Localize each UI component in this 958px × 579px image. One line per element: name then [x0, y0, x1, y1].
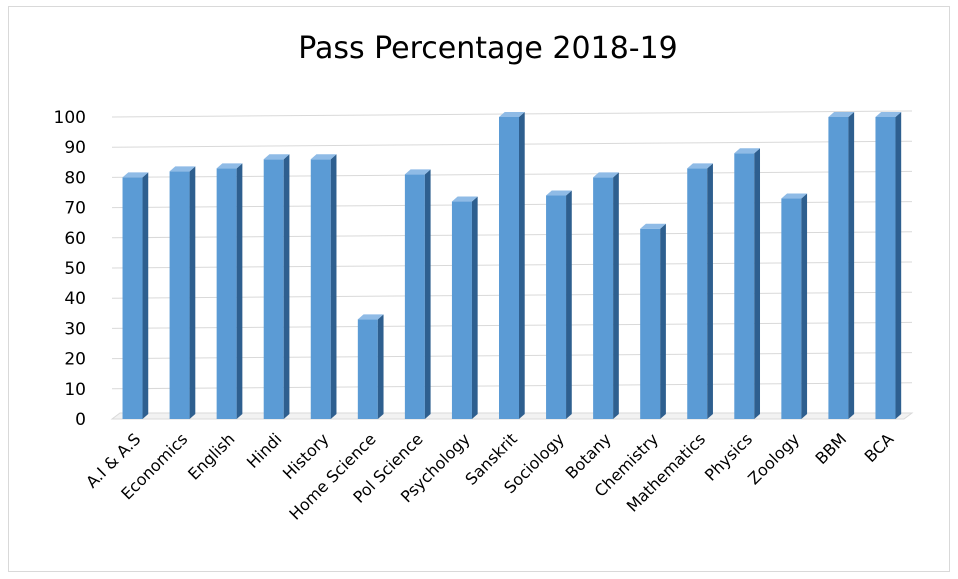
- bar-top: [875, 112, 902, 117]
- bar-top: [310, 154, 337, 160]
- y-tick-label: 10: [64, 380, 86, 400]
- bar-front: [169, 171, 190, 419]
- y-tick-label: 80: [64, 168, 86, 188]
- bar-front: [310, 159, 331, 419]
- bar: [687, 163, 713, 419]
- x-tick-label: BCA: [861, 429, 898, 466]
- bar-side: [519, 112, 525, 419]
- x-tick-label: English: [184, 429, 238, 483]
- bar: [216, 163, 243, 419]
- bar-front: [875, 117, 896, 419]
- bar-front: [122, 177, 143, 419]
- bar: [310, 154, 337, 419]
- bar-side: [613, 172, 619, 419]
- bar: [546, 190, 572, 419]
- bar-side: [236, 163, 243, 419]
- bar-front: [828, 117, 849, 419]
- bar-front: [687, 168, 708, 419]
- bar: [640, 223, 666, 419]
- bar-top: [640, 223, 666, 229]
- bar-side: [754, 148, 761, 420]
- bar-side: [566, 190, 572, 419]
- bar: [169, 166, 196, 419]
- y-tick-label: 0: [75, 410, 86, 430]
- bar-side: [848, 112, 855, 419]
- chart-title: Pass Percentage 2018-19: [298, 31, 678, 66]
- bar: [404, 169, 431, 419]
- bar: [122, 172, 149, 419]
- bar-side: [377, 314, 384, 419]
- bar-side: [330, 154, 337, 419]
- bar-side: [801, 193, 808, 419]
- bar: [499, 112, 525, 419]
- bar-front: [357, 319, 378, 419]
- bar-front: [263, 159, 284, 419]
- y-tick-label: 100: [54, 108, 86, 128]
- y-tick-label: 50: [64, 259, 86, 279]
- bar-top: [687, 163, 713, 169]
- bar: [781, 193, 808, 419]
- bar-top: [263, 154, 290, 160]
- x-tick-label: Zoology: [744, 429, 803, 488]
- bar-front: [593, 177, 614, 419]
- bar-front: [216, 168, 237, 419]
- y-tick-label: 70: [64, 199, 86, 219]
- bar: [263, 154, 290, 419]
- bar: [875, 112, 902, 419]
- bar-top: [216, 163, 243, 169]
- bar-top: [593, 172, 619, 178]
- bar-top: [734, 148, 761, 154]
- bar-front: [404, 174, 425, 419]
- bar-front: [499, 117, 519, 419]
- y-axis-ticks: 0 10 20 30 40 50 60 70 80 90 100: [54, 108, 86, 430]
- bar-side: [142, 172, 149, 419]
- bar-side: [424, 169, 431, 419]
- bar: [828, 112, 855, 419]
- bar-top: [499, 112, 525, 117]
- bar-top: [781, 193, 808, 199]
- y-tick-label: 40: [64, 289, 86, 309]
- bar-side: [189, 166, 196, 419]
- bar-side: [660, 223, 666, 419]
- y-tick-label: 90: [64, 138, 86, 158]
- bar-front: [781, 198, 802, 419]
- bar-front: [451, 201, 472, 419]
- bar-side: [283, 154, 290, 419]
- bar: [593, 172, 619, 419]
- bar-front: [640, 228, 661, 419]
- y-tick-label: 20: [64, 350, 86, 370]
- bar: [451, 196, 478, 419]
- bar-top: [828, 112, 855, 117]
- y-tick-label: 60: [64, 229, 86, 249]
- x-tick-label: BBM: [812, 429, 851, 468]
- bar-top: [357, 314, 384, 320]
- x-tick-label: Hindi: [243, 429, 286, 472]
- bar-side: [895, 112, 902, 419]
- bar: [357, 314, 384, 419]
- bar-side: [471, 196, 478, 419]
- bar-side: [707, 163, 713, 419]
- bar-top: [546, 190, 572, 196]
- bar: [734, 148, 761, 420]
- bars: [122, 112, 902, 420]
- bar-top: [169, 166, 196, 172]
- bar-top: [122, 172, 149, 178]
- bar-front: [546, 195, 567, 419]
- bar-front: [734, 153, 755, 420]
- bar-top: [451, 196, 478, 202]
- y-tick-label: 30: [64, 319, 86, 339]
- bar-top: [404, 169, 431, 175]
